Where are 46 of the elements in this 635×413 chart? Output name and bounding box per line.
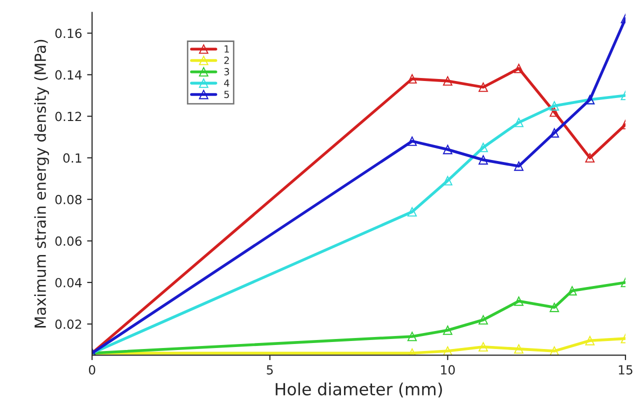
point: [514, 296, 524, 306]
point: [550, 302, 560, 312]
point: [442, 144, 452, 154]
y-tick-label: 0.02: [55, 319, 82, 329]
x-tick-label: 10: [441, 365, 455, 375]
point: [478, 315, 488, 325]
y-tick-label: 0.14: [55, 70, 82, 80]
x-tick-label: 15: [618, 365, 632, 375]
legend-label: 5: [224, 90, 229, 98]
point: [550, 107, 560, 117]
point: [407, 74, 417, 84]
y-tick-label: 0.16: [55, 28, 82, 38]
point: [514, 344, 524, 354]
point: [407, 207, 417, 217]
y-tick-label: 0.12: [55, 112, 82, 122]
x-tick-label: 5: [266, 365, 273, 375]
legend-label: 2: [224, 56, 229, 64]
legend-label: 1: [224, 45, 229, 53]
point: [550, 128, 560, 138]
point: [567, 286, 577, 296]
point: [442, 176, 452, 186]
x-tick-label: 0: [88, 365, 96, 375]
y-axis-title: Maximum strain energy density (MPa): [34, 40, 49, 328]
point: [585, 153, 595, 163]
point: [442, 76, 452, 86]
point: [514, 64, 524, 74]
point: [478, 155, 488, 165]
point: [478, 142, 488, 152]
legend-label: 4: [224, 79, 230, 87]
y-tick-label: 0.04: [55, 278, 82, 288]
y-tick-label: 0.06: [55, 236, 82, 246]
point: [478, 82, 488, 92]
point: [514, 118, 524, 128]
point: [585, 336, 595, 346]
point: [514, 161, 524, 171]
point: [442, 326, 452, 335]
y-tick-label: 0.1: [63, 153, 82, 163]
point: [550, 101, 560, 111]
point: [550, 346, 560, 356]
point: [478, 342, 488, 352]
point: [407, 136, 417, 146]
point: [442, 346, 452, 356]
point: [407, 332, 417, 342]
y-tick-label: 0.08: [55, 194, 82, 204]
x-axis-title: Hole diameter (mm): [276, 382, 442, 398]
legend-label: 3: [224, 68, 229, 76]
